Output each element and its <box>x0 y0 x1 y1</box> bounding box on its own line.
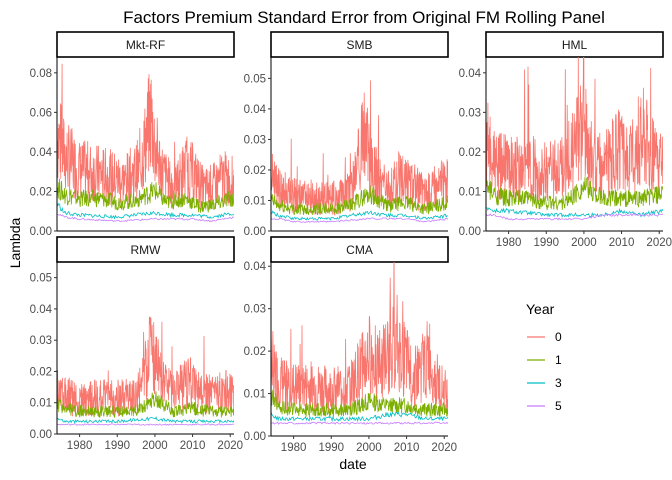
legend-label: 0 <box>555 330 562 344</box>
y-tick-label: 0.01 <box>244 389 266 401</box>
y-tick-label: 0.03 <box>459 107 481 119</box>
facet-strip <box>485 31 664 58</box>
facet-rmw: RMW 0.00 0.01 0.02 0.03 0.04 0.05 1980 1990 2000 2… <box>30 236 243 452</box>
x-tick-label: 2020 <box>431 442 457 454</box>
series-line-year-3 <box>271 411 448 423</box>
chart-title: Factors Premium Standard Error from Orig… <box>123 8 605 27</box>
legend-entry-5: 5 <box>527 399 562 413</box>
x-tick-label: 2000 <box>571 237 597 249</box>
series-group <box>271 262 448 425</box>
y-axis-title: Lambda <box>7 217 23 268</box>
y-tick-label: 0.01 <box>244 195 266 207</box>
y-tick-label: 0.05 <box>244 73 266 85</box>
x-tick-label: 1990 <box>533 237 559 249</box>
y-tick-label: 0.03 <box>244 134 266 146</box>
y-tick-label: 0.04 <box>244 261 267 273</box>
legend-label: 1 <box>555 353 562 367</box>
x-tick-label: 2010 <box>180 440 206 452</box>
x-tick-label: 2000 <box>356 442 382 454</box>
series-line-year-5 <box>57 213 234 223</box>
series-line-year-1 <box>57 391 234 418</box>
facet-strip-label: Mkt-RF <box>126 38 165 52</box>
x-tick-label: 2020 <box>646 237 672 249</box>
legend-entry-1: 1 <box>527 353 562 367</box>
series-group <box>57 316 234 426</box>
facet-strip <box>56 31 235 58</box>
facet-smb: SMB 0.00 0.01 0.02 0.03 0.04 0.05 <box>244 31 449 238</box>
y-tick-label: 0.06 <box>30 107 52 119</box>
x-tick-label: 2010 <box>394 442 420 454</box>
y-tick-label: 0.04 <box>30 147 53 159</box>
x-tick-label: 1990 <box>318 442 344 454</box>
facet-cma: CMA 0.00 0.01 0.02 0.03 0.04 1980 1990 2000 2010 2… <box>244 236 457 454</box>
facet-strip-label: RMW <box>131 243 162 257</box>
facet-panels: Mkt-RF 0.00 0.02 0.04 0.06 0.08 SMB 0.00 0.01 0.0… <box>30 31 672 454</box>
legend-label: 3 <box>555 376 562 390</box>
x-tick-label: 1980 <box>496 237 522 249</box>
series-line-year-1 <box>271 389 448 418</box>
series-line-year-3 <box>57 416 234 424</box>
legend-entry-0: 0 <box>527 330 562 344</box>
series-line-year-5 <box>486 213 663 221</box>
series-line-year-0 <box>271 80 448 216</box>
x-axis-title: date <box>339 456 366 472</box>
series-line-year-1 <box>486 176 663 211</box>
y-tick-label: 0.00 <box>30 226 52 238</box>
y-tick-label: 0.05 <box>30 273 52 285</box>
legend-entry-3: 3 <box>527 376 562 390</box>
facet-strip <box>56 236 235 263</box>
x-tick-label: 1990 <box>104 440 130 452</box>
legend-label: 5 <box>555 399 562 413</box>
series-line-year-3 <box>486 207 663 219</box>
series-line-year-1 <box>57 178 234 213</box>
series-line-year-3 <box>57 202 234 220</box>
series-line-year-5 <box>271 217 448 223</box>
facet-strip <box>270 31 449 58</box>
series-group <box>486 57 663 221</box>
series-line-year-5 <box>271 421 448 425</box>
series-line-year-0 <box>271 262 448 415</box>
x-tick-label: 1980 <box>281 442 307 454</box>
y-tick-label: 0.02 <box>459 147 481 159</box>
x-tick-label: 2020 <box>217 440 243 452</box>
y-tick-label: 0.01 <box>30 398 52 410</box>
y-tick-label: 0.03 <box>244 304 266 316</box>
series-group <box>57 63 234 223</box>
series-line-year-0 <box>486 57 663 202</box>
x-tick-label: 2010 <box>609 237 635 249</box>
y-tick-label: 0.01 <box>459 186 481 198</box>
y-tick-label: 0.00 <box>30 429 52 441</box>
facet-mkt-rf: Mkt-RF 0.00 0.02 0.04 0.06 0.08 <box>30 31 235 238</box>
y-tick-label: 0.03 <box>30 335 52 347</box>
series-group <box>271 80 448 223</box>
facet-strip-label: SMB <box>346 38 372 52</box>
y-tick-label: 0.00 <box>459 226 481 238</box>
series-line-year-1 <box>271 185 448 215</box>
y-tick-label: 0.04 <box>459 68 482 80</box>
facet-hml: HML 0.00 0.01 0.02 0.03 0.04 1980 1990 2000 2010 2… <box>459 31 672 249</box>
y-tick-label: 0.08 <box>30 68 52 80</box>
series-line-year-0 <box>57 316 234 417</box>
y-tick-label: 0.02 <box>244 165 266 177</box>
series-line-year-5 <box>57 423 234 426</box>
facet-strip <box>270 236 449 263</box>
y-tick-label: 0.04 <box>30 304 53 316</box>
y-tick-label: 0.02 <box>30 366 52 378</box>
facet-strip-label: HML <box>562 38 588 52</box>
y-tick-label: 0.04 <box>244 104 267 116</box>
series-line-year-0 <box>57 63 234 210</box>
y-tick-label: 0.00 <box>244 226 266 238</box>
x-tick-label: 1980 <box>67 440 93 452</box>
series-line-year-3 <box>271 210 448 221</box>
y-tick-label: 0.02 <box>30 186 52 198</box>
legend-title: Year <box>526 301 555 317</box>
y-tick-label: 0.02 <box>244 346 266 358</box>
legend: Year 0 1 3 5 <box>526 301 562 413</box>
y-tick-label: 0.00 <box>244 431 266 443</box>
x-tick-label: 2000 <box>142 440 168 452</box>
facet-strip-label: CMA <box>346 243 373 257</box>
